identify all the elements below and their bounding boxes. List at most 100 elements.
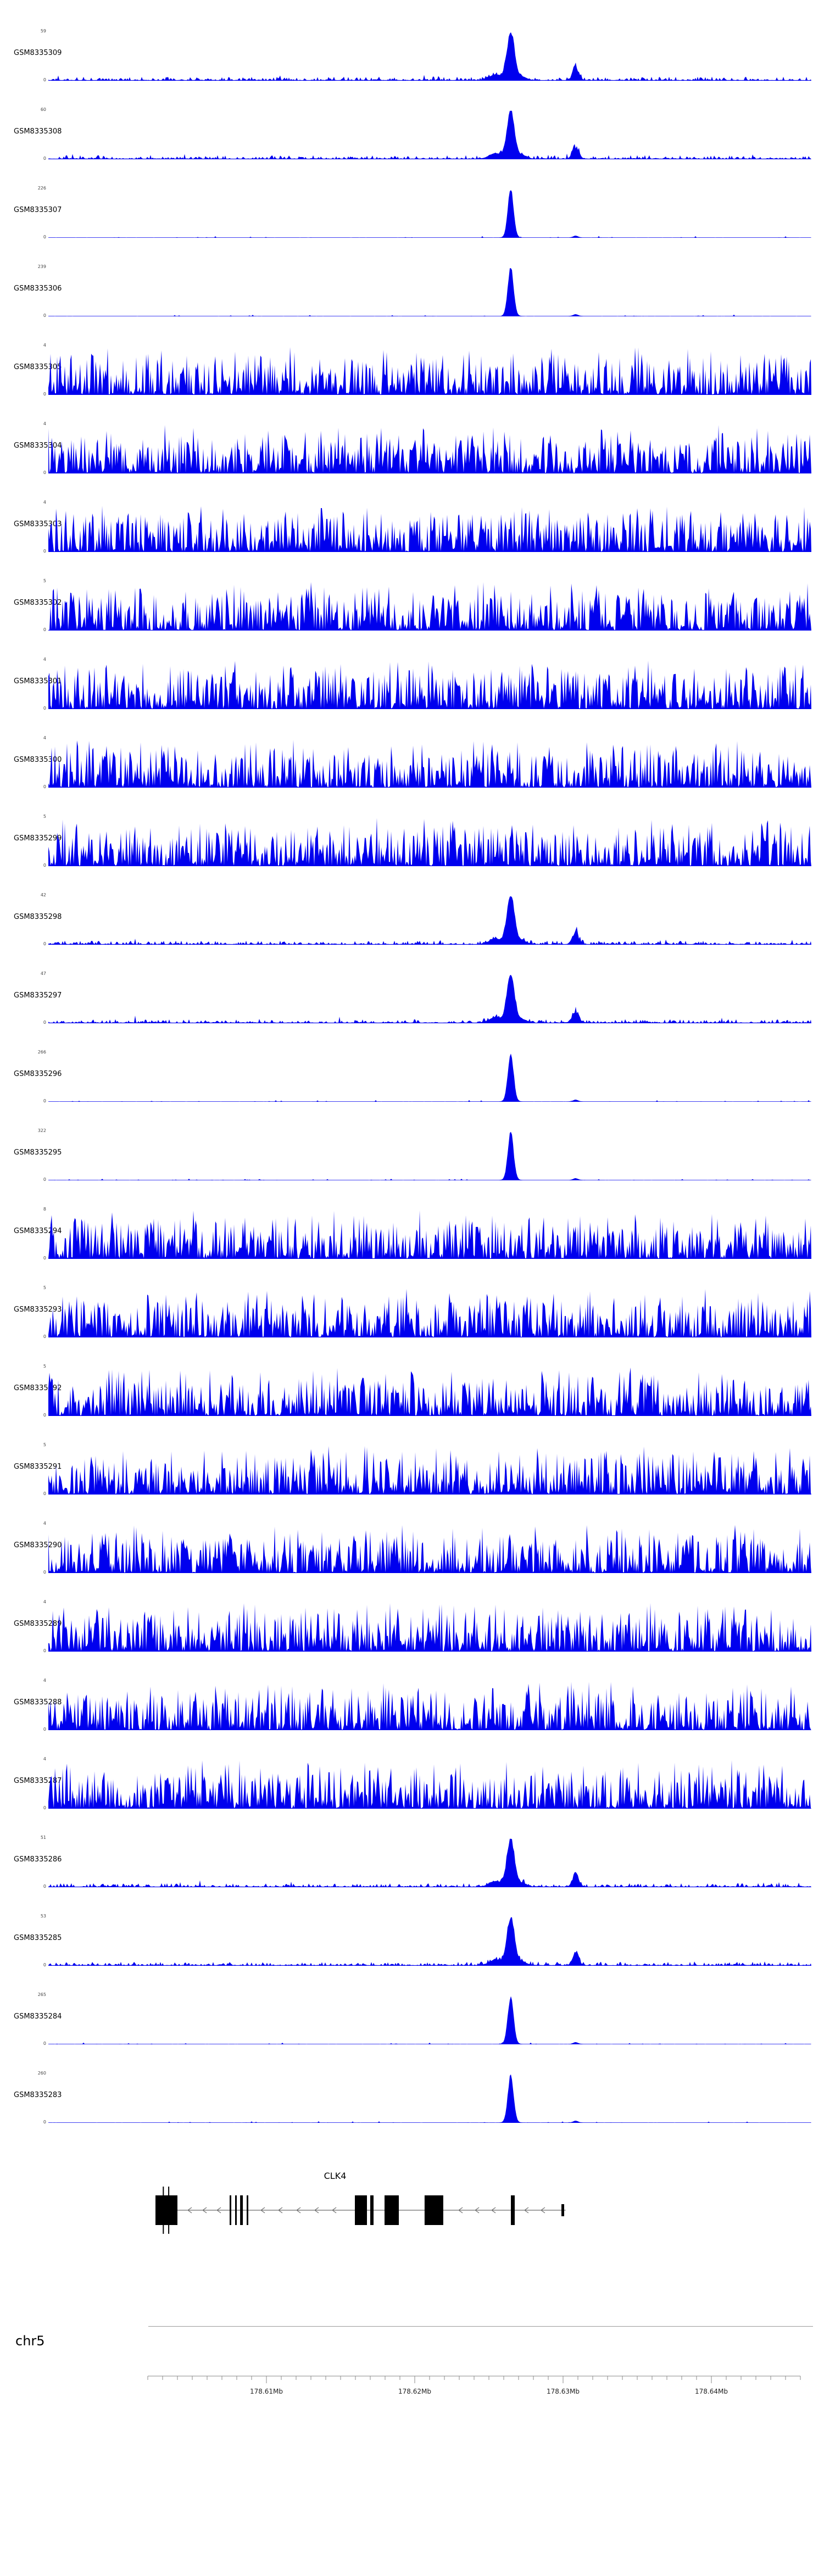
coverage-signal-plot	[48, 1838, 811, 1887]
strand-arrow-icon	[331, 2207, 337, 2213]
ruler-coordinate-label: 178.64Mb	[695, 2388, 728, 2395]
coverage-signal-plot	[48, 1996, 811, 2044]
track-label: GSM8335306	[14, 285, 62, 293]
track-ymin-value: 0	[43, 549, 46, 554]
exon-box	[235, 2195, 237, 2225]
track-row-GSM8335293: GSM8335293 5 0	[0, 1285, 824, 1365]
track-ymin-value: 0	[43, 1884, 46, 1889]
track-label: GSM8335297	[14, 991, 62, 1000]
gene-annotation-panel: CLK4	[0, 2170, 824, 2268]
track-row-GSM8335297: GSM8335297 47 0	[0, 971, 824, 1051]
track-ymin-value: 0	[43, 1177, 46, 1182]
track-ymin-value: 0	[43, 392, 46, 397]
track-label: GSM8335289	[14, 1620, 62, 1628]
track-ymax-value: 226	[37, 186, 46, 191]
track-ymax-value: 4	[43, 421, 46, 426]
track-ymax-value: 5	[43, 814, 46, 819]
track-ymax-value: 265	[37, 1992, 46, 1997]
track-ymin-value: 0	[43, 784, 46, 789]
track-ymax-value: 266	[37, 1050, 46, 1055]
track-ymin-value: 0	[43, 941, 46, 946]
track-label: GSM8335290	[14, 1541, 62, 1549]
exon-box	[511, 2195, 515, 2225]
track-label: GSM8335304	[14, 442, 62, 450]
track-row-GSM8335301: GSM8335301 4 0	[0, 657, 824, 737]
track-ymax-value: 239	[37, 264, 46, 269]
coverage-signal-plot	[48, 2074, 811, 2123]
exon-box	[247, 2195, 248, 2225]
track-row-GSM8335308: GSM8335308 60 0	[0, 107, 824, 187]
coverage-signal-plot	[48, 740, 811, 788]
track-row-GSM8335285: GSM8335285 53 0	[0, 1914, 824, 1994]
track-label: GSM8335296	[14, 1070, 62, 1078]
track-ymax-value: 4	[43, 343, 46, 348]
chromosome-panel-divider	[148, 2326, 813, 2327]
gene-name-label: CLK4	[324, 2171, 347, 2181]
ruler-coordinate-label: 178.61Mb	[250, 2388, 283, 2395]
exon-box	[424, 2195, 443, 2225]
exon-box	[240, 2195, 243, 2225]
track-label: GSM8335294	[14, 1227, 62, 1235]
track-ymax-value: 4	[43, 1678, 46, 1683]
track-label: GSM8335293	[14, 1306, 62, 1314]
coverage-signal-plot	[48, 268, 811, 316]
track-ymax-value: 51	[40, 1835, 46, 1840]
track-label: GSM8335284	[14, 2012, 62, 2021]
exon-box	[155, 2195, 177, 2225]
track-ymin-value: 0	[43, 1570, 46, 1575]
track-label: GSM8335300	[14, 756, 62, 764]
coverage-signal-plot	[48, 974, 811, 1023]
coordinate-ruler: 178.61Mb 178.62Mb 178.63Mb 178.64Mb	[147, 2376, 801, 2395]
track-ymax-value: 5	[43, 1364, 46, 1369]
coverage-signal-plot	[48, 32, 811, 81]
track-row-GSM8335300: GSM8335300 4 0	[0, 735, 824, 816]
track-ymax-value: 4	[43, 657, 46, 662]
exon-box	[163, 2187, 164, 2234]
exon-box	[370, 2195, 374, 2225]
track-ymax-value: 4	[43, 735, 46, 740]
coverage-signal-plot	[48, 425, 811, 473]
track-label: GSM8335307	[14, 206, 62, 214]
coverage-signal-plot	[48, 1917, 811, 1966]
track-ymin-value: 0	[43, 77, 46, 82]
track-ymin-value: 0	[43, 1962, 46, 1967]
track-ymin-value: 0	[43, 1413, 46, 1418]
track-row-GSM8335307: GSM8335307 226 0	[0, 186, 824, 266]
coverage-signal-plot	[48, 1760, 811, 1809]
track-row-GSM8335303: GSM8335303 4 0	[0, 500, 824, 580]
track-ymin-value: 0	[43, 1256, 46, 1261]
track-row-GSM8335287: GSM8335287 4 0	[0, 1757, 824, 1837]
track-row-GSM8335298: GSM8335298 42 0	[0, 893, 824, 973]
track-label: GSM8335286	[14, 1855, 62, 1864]
track-row-GSM8335306: GSM8335306 239 0	[0, 264, 824, 344]
strand-arrow-icon	[216, 2207, 221, 2213]
track-ymin-value: 0	[43, 2041, 46, 2046]
strand-arrow-icon	[277, 2207, 283, 2213]
track-ymax-value: 322	[37, 1128, 46, 1133]
track-row-GSM8335296: GSM8335296 266 0	[0, 1050, 824, 1130]
track-ymin-value: 0	[43, 2120, 46, 2125]
coverage-signal-plot	[48, 1525, 811, 1573]
track-row-GSM8335292: GSM8335292 5 0	[0, 1364, 824, 1444]
track-row-GSM8335304: GSM8335304 4 0	[0, 421, 824, 501]
track-label: GSM8335308	[14, 127, 62, 136]
track-label: GSM8335283	[14, 2091, 62, 2099]
coverage-signal-plot	[48, 582, 811, 631]
coverage-signal-plot	[48, 1289, 811, 1337]
track-ymin-value: 0	[43, 1020, 46, 1025]
strand-arrow-icon	[491, 2207, 496, 2213]
track-ymax-value: 47	[40, 971, 46, 976]
chromosome-label: chr5	[15, 2333, 45, 2349]
track-ymin-value: 0	[43, 1334, 46, 1339]
exon-box	[230, 2195, 231, 2225]
ruler-coordinate-label: 178.63Mb	[547, 2388, 580, 2395]
track-ymax-value: 60	[40, 107, 46, 112]
track-label: GSM8335302	[14, 599, 62, 607]
track-ymax-value: 5	[43, 1442, 46, 1447]
strand-arrow-icon	[296, 2207, 301, 2213]
track-label: GSM8335285	[14, 1934, 62, 1942]
coverage-signal-plot	[48, 1603, 811, 1652]
track-ymin-value: 0	[43, 863, 46, 868]
exon-box	[561, 2204, 564, 2216]
